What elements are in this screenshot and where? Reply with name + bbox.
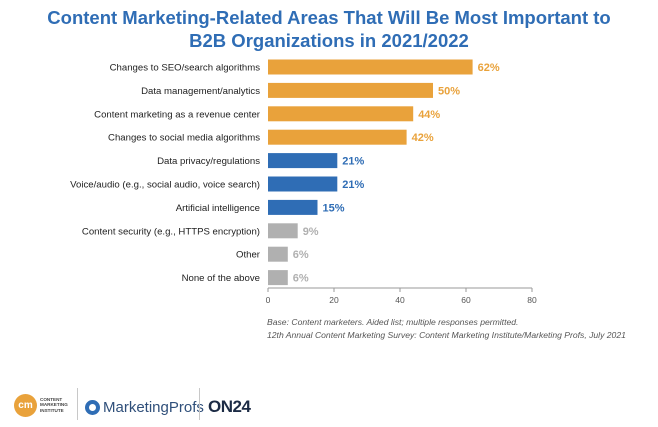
bar [268, 106, 414, 122]
value-label: 21% [342, 156, 364, 168]
bar [268, 59, 473, 75]
value-label: 6% [293, 273, 309, 285]
value-label: 50% [438, 85, 460, 97]
marketingprofs-icon [85, 399, 100, 415]
bar [268, 176, 338, 192]
cmi-logo-icon: cm [14, 394, 37, 417]
value-label: 44% [418, 109, 440, 121]
value-label: 21% [342, 179, 364, 191]
chart-title: Content Marketing-Related Areas That Wil… [0, 6, 658, 52]
chart-note-base: Base: Content marketers. Aided list; mul… [267, 317, 519, 327]
bar [268, 82, 433, 98]
cmi-logo: cm CONTENT MARKETING INSTITUTE [14, 394, 106, 420]
marketingprofs-logo: MarketingProfs [85, 394, 204, 420]
bar [268, 199, 318, 215]
bar [268, 129, 407, 145]
value-label: 6% [293, 249, 309, 261]
bar-chart: Changes to SEO/search algorithms 62% Data … [70, 59, 537, 305]
chart-note-source: 12th Annual Content Marketing Survey: Co… [267, 329, 626, 340]
bar [268, 270, 288, 286]
value-label: 42% [412, 132, 434, 144]
category-label: Artificial intelligence [176, 203, 260, 214]
x-tick-label: 60 [461, 295, 471, 305]
on24-logo: ON24 [208, 394, 251, 420]
value-label: 9% [303, 226, 319, 238]
chart-title-line-1: Content Marketing-Related Areas That Wil… [47, 7, 611, 28]
category-label: Other [236, 250, 261, 261]
x-tick-label: 40 [395, 295, 405, 305]
category-label: Data privacy/regulations [157, 156, 260, 167]
category-label: Data management/analytics [141, 86, 260, 97]
bar [268, 223, 298, 239]
category-label: Content security (e.g., HTTPS encryption… [82, 226, 260, 237]
category-label: Voice/audio (e.g., social audio, voice s… [70, 180, 260, 191]
cmi-logo-text: CONTENT MARKETING INSTITUTE [40, 397, 68, 413]
category-label: None of the above [182, 273, 260, 284]
x-tick-label: 0 [266, 295, 271, 305]
chart-title-line-2: B2B Organizations in 2021/2022 [189, 30, 469, 51]
footer-divider [77, 388, 78, 420]
value-label: 62% [478, 62, 500, 74]
category-label: Changes to social media algorithms [108, 133, 260, 144]
marketingprofs-text: MarketingProfs [103, 398, 204, 416]
on24-text: ON24 [208, 397, 251, 416]
category-label: Changes to SEO/search algorithms [110, 63, 261, 74]
category-label: Content marketing as a revenue center [94, 109, 261, 120]
bar [268, 246, 288, 262]
chart-notes: Base: Content marketers. Aided list; mul… [267, 316, 626, 341]
value-label: 15% [323, 202, 345, 214]
x-tick-label: 80 [527, 295, 537, 305]
x-tick-label: 20 [329, 295, 339, 305]
bar [268, 153, 338, 169]
footer-divider [199, 388, 200, 420]
